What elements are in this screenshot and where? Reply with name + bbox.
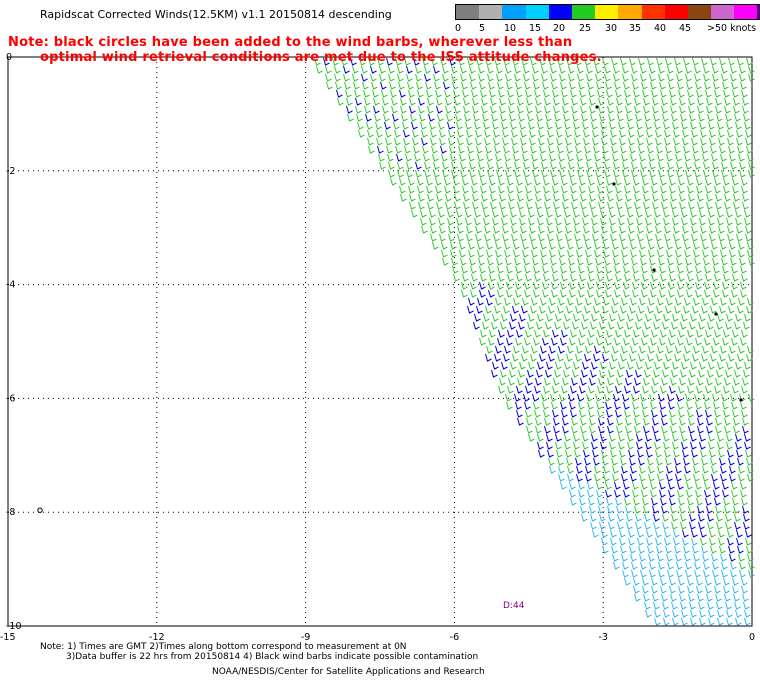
y-tick-label: 0	[6, 52, 12, 63]
legend-label: >50 knots	[707, 23, 757, 34]
wind-barbs	[314, 57, 755, 626]
flagged-barb-marker	[739, 398, 743, 402]
legend-swatch-5	[571, 5, 596, 19]
x-tick-label: -15	[0, 632, 16, 643]
y-tick-label: -10	[6, 621, 22, 632]
legend-swatch-7	[618, 5, 642, 19]
legend-label: 40	[654, 23, 667, 34]
legend-label: 0	[455, 23, 462, 34]
wind-speed-legend: 0 5 10 15 20 25 30 35 40 45 >50 knots	[455, 4, 760, 35]
legend-swatch-4	[548, 5, 572, 19]
legend-swatch-2	[502, 5, 526, 19]
y-tick-label: -4	[6, 280, 15, 291]
wind-barb-group	[314, 57, 755, 570]
x-tick-label: -3	[598, 632, 607, 643]
station-marker	[37, 507, 43, 513]
y-tick-label: -2	[6, 166, 15, 177]
wind-barb-group	[549, 465, 755, 626]
legend-label: 25	[579, 23, 592, 34]
legend-swatch-11	[711, 5, 735, 19]
legend-labels: 0 5 10 15 20 25 30 35 40 45 >50 knots	[455, 23, 760, 35]
legend-swatch-0	[456, 5, 480, 19]
y-tick-label: -8	[6, 507, 15, 518]
footer-credit: NOAA/NESDIS/Center for Satellite Applica…	[212, 667, 485, 677]
map-title: Rapidscat Corrected Winds(12.5KM) v1.1 2…	[40, 8, 392, 21]
plot-frame	[7, 56, 753, 627]
flagged-barb-marker	[612, 182, 616, 186]
legend-swatch-3	[525, 5, 549, 19]
legend-swatch-10	[687, 5, 712, 19]
x-tick-label: -9	[301, 632, 310, 643]
legend-swatch-8	[641, 5, 665, 19]
legend-label: 20	[553, 23, 566, 34]
legend-label: 10	[504, 23, 517, 34]
legend-swatch-12	[734, 5, 758, 19]
wind-barb-group	[323, 57, 752, 562]
note-line-1: Note: black circles have been added to t…	[8, 35, 573, 50]
legend-label: 15	[529, 23, 542, 34]
x-tick-label: -12	[149, 632, 165, 643]
legend-swatch-1	[479, 5, 503, 19]
marker-label: D:44	[503, 601, 525, 611]
x-tick-label: 0	[749, 632, 755, 643]
flagged-barb-marker	[714, 312, 718, 316]
legend-swatch-13	[757, 5, 760, 19]
legend-swatch-9	[664, 5, 688, 19]
note-line-2: optimal wind retrieval conditions are me…	[40, 50, 602, 65]
legend-swatch-6	[595, 5, 619, 19]
legend-label: 30	[605, 23, 618, 34]
legend-label: 5	[479, 23, 486, 34]
flagged-barb-marker	[652, 268, 656, 272]
footer-note-1: Note: 1) Times are GMT 2)Times along bot…	[40, 642, 407, 652]
flagged-barb-marker	[595, 105, 599, 109]
legend-label: 45	[679, 23, 692, 34]
legend-color-bar	[455, 4, 760, 20]
footer-note-2: 3)Data buffer is 22 hrs from 20150814 4)…	[66, 652, 479, 662]
legend-label: 35	[629, 23, 642, 34]
y-tick-label: -6	[6, 393, 15, 404]
x-tick-label: -6	[450, 632, 459, 643]
